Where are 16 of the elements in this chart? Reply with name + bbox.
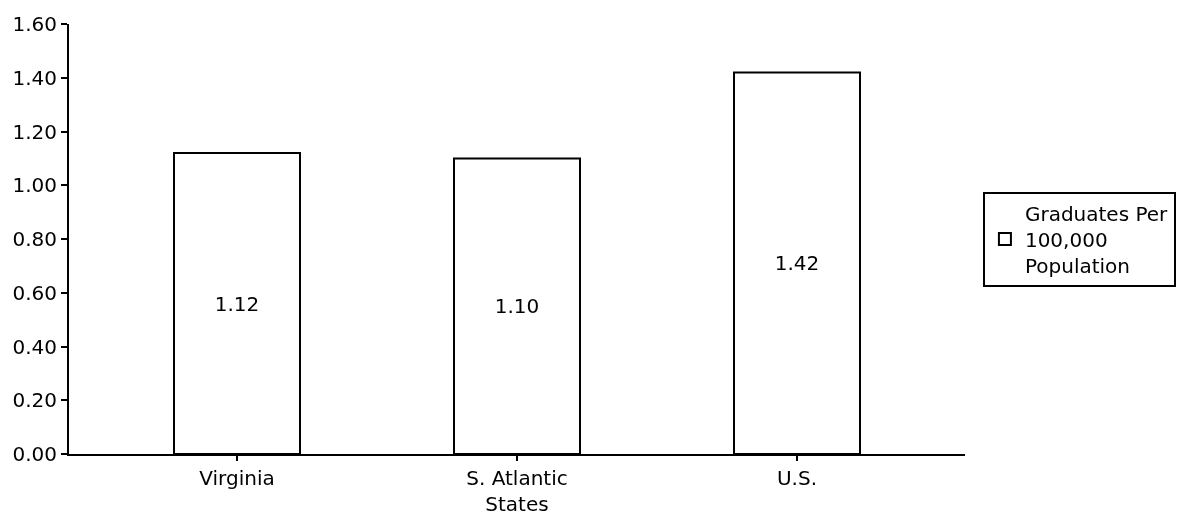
y-tick-label: 0.40: [12, 334, 57, 359]
x-tick-label: Virginia: [199, 466, 275, 490]
y-tick-label: 1.20: [12, 119, 57, 144]
data-label: 1.10: [494, 294, 540, 319]
y-tick-label: 0.00: [12, 442, 57, 466]
x-tick-label: S. Atlantic States: [466, 466, 568, 516]
data-label: 1.12: [214, 291, 260, 316]
y-tick-label: 1.60: [12, 12, 57, 36]
data-label: 1.42: [774, 251, 820, 276]
y-tick-label: 0.20: [12, 388, 57, 413]
y-tick-label: 1.00: [12, 173, 57, 198]
y-tick-label: 0.60: [12, 280, 57, 305]
y-tick-label: 0.80: [12, 227, 57, 251]
x-tick-label: U.S.: [776, 466, 818, 490]
legend-label: Graduates Per 100,000 Population: [1024, 201, 1169, 278]
y-tick-label: 1.40: [12, 65, 57, 90]
